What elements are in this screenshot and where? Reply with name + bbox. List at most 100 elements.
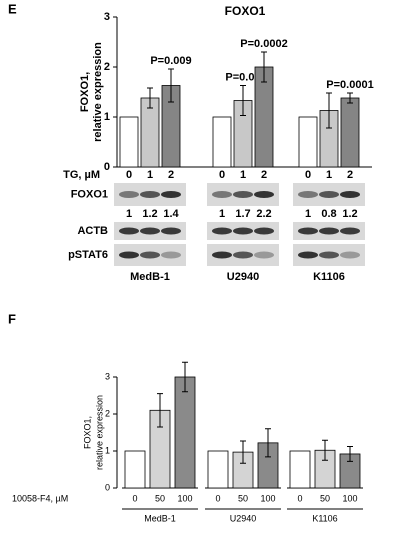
blot-band bbox=[233, 191, 253, 198]
dose-label: 100 bbox=[342, 493, 357, 503]
panel-letter: E bbox=[8, 1, 17, 16]
blot-band bbox=[319, 191, 339, 198]
blot-band bbox=[212, 191, 232, 198]
blot-quantification: 1 bbox=[219, 208, 225, 220]
bar bbox=[207, 450, 229, 489]
dose-label: 1 bbox=[326, 169, 332, 181]
blot-band bbox=[254, 227, 274, 235]
category-label: MedB-1 bbox=[130, 271, 170, 283]
dose-label: 100 bbox=[260, 493, 275, 503]
blot-band bbox=[298, 191, 318, 198]
blot-band bbox=[119, 191, 139, 198]
y-axis-label: relative expression bbox=[94, 395, 104, 470]
blot-band bbox=[319, 227, 339, 235]
category-label: U2940 bbox=[227, 271, 259, 283]
y-axis-label: FOXO1, bbox=[79, 72, 91, 112]
bar bbox=[124, 450, 146, 489]
error-bar bbox=[240, 440, 246, 464]
p-value: P=0.02 bbox=[225, 71, 260, 83]
dose-label: 100 bbox=[177, 493, 192, 503]
blot-row-label: pSTAT6 bbox=[68, 249, 108, 261]
blot-quantification: 2.2 bbox=[256, 208, 271, 220]
error-bar bbox=[347, 92, 353, 104]
dose-label: 2 bbox=[347, 169, 353, 181]
blot-quantification: 1.2 bbox=[142, 208, 157, 220]
category-label: U2940 bbox=[230, 513, 257, 523]
dose-label: 2 bbox=[168, 169, 174, 181]
blot-band bbox=[298, 227, 318, 235]
dose-label: 50 bbox=[238, 493, 248, 503]
bar bbox=[212, 116, 232, 168]
chart-title: FOXO1 bbox=[225, 4, 266, 18]
dose-label: 1 bbox=[240, 169, 246, 181]
blot-quantification: 1.4 bbox=[163, 208, 179, 220]
p-value: P=0.0001 bbox=[326, 79, 373, 91]
blot-quantification: 1.7 bbox=[235, 208, 250, 220]
dose-label: 50 bbox=[155, 493, 165, 503]
blot-band bbox=[340, 191, 360, 198]
blot-band bbox=[140, 227, 160, 235]
blot-band bbox=[212, 227, 232, 235]
error-bar bbox=[265, 428, 271, 458]
blot-band bbox=[254, 251, 274, 259]
p-value: P=0.0002 bbox=[240, 38, 287, 50]
blot-quantification: 1 bbox=[126, 208, 132, 220]
blot-band bbox=[233, 227, 253, 235]
blot-band bbox=[254, 191, 274, 198]
dose-label: 2 bbox=[261, 169, 267, 181]
blot-band bbox=[233, 251, 253, 259]
error-bar bbox=[322, 439, 328, 461]
dose-label: 0 bbox=[215, 493, 220, 503]
y-axis-label: relative expression bbox=[92, 42, 104, 142]
blot-band bbox=[119, 251, 139, 259]
bar bbox=[119, 116, 139, 168]
blot-band bbox=[140, 191, 160, 198]
error-bar bbox=[326, 92, 332, 129]
y-tick-label: 2 bbox=[105, 408, 110, 418]
error-bar bbox=[168, 68, 174, 103]
blot-band bbox=[340, 227, 360, 235]
error-bar bbox=[261, 51, 267, 83]
y-tick-label: 0 bbox=[105, 482, 110, 492]
error-bar bbox=[240, 85, 246, 116]
bar bbox=[298, 116, 318, 168]
dose-label: 0 bbox=[132, 493, 137, 503]
blot-row-label: ACTB bbox=[77, 225, 108, 237]
error-bar bbox=[182, 361, 188, 393]
y-axis-label: FOXO1, bbox=[82, 416, 92, 449]
bar bbox=[340, 97, 360, 168]
category-label: MedB-1 bbox=[144, 513, 176, 523]
dose-label: 0 bbox=[219, 169, 225, 181]
error-bar bbox=[147, 87, 153, 109]
dose-label: 0 bbox=[297, 493, 302, 503]
y-tick-label: 1 bbox=[105, 445, 110, 455]
x-axis-label: 10058-F4, µM bbox=[12, 493, 68, 503]
panel-letter: F bbox=[8, 311, 16, 326]
y-tick-label: 2 bbox=[104, 61, 110, 73]
blot-band bbox=[119, 227, 139, 235]
blot-band bbox=[340, 251, 360, 259]
y-tick-label: 0 bbox=[104, 161, 110, 173]
blot-band bbox=[161, 251, 181, 259]
blot-quantification: 0.8 bbox=[321, 208, 336, 220]
blot-band bbox=[298, 251, 318, 259]
y-tick-label: 1 bbox=[104, 111, 110, 123]
blot-row-label: FOXO1 bbox=[71, 188, 108, 200]
blot-band bbox=[212, 251, 232, 259]
x-axis-label: TG, µM bbox=[63, 169, 100, 181]
dose-label: 0 bbox=[126, 169, 132, 181]
y-tick-label: 3 bbox=[104, 11, 110, 23]
category-label: K1106 bbox=[312, 513, 337, 523]
bar bbox=[174, 376, 196, 489]
dose-label: 0 bbox=[305, 169, 311, 181]
blot-quantification: 1.2 bbox=[342, 208, 357, 220]
blot-band bbox=[140, 251, 160, 259]
y-tick-label: 3 bbox=[105, 371, 110, 381]
bar bbox=[289, 450, 311, 489]
category-label: K1106 bbox=[313, 271, 345, 283]
blot-band bbox=[161, 191, 181, 198]
blot-band bbox=[161, 227, 181, 235]
error-bar bbox=[157, 393, 163, 428]
dose-label: 50 bbox=[320, 493, 330, 503]
